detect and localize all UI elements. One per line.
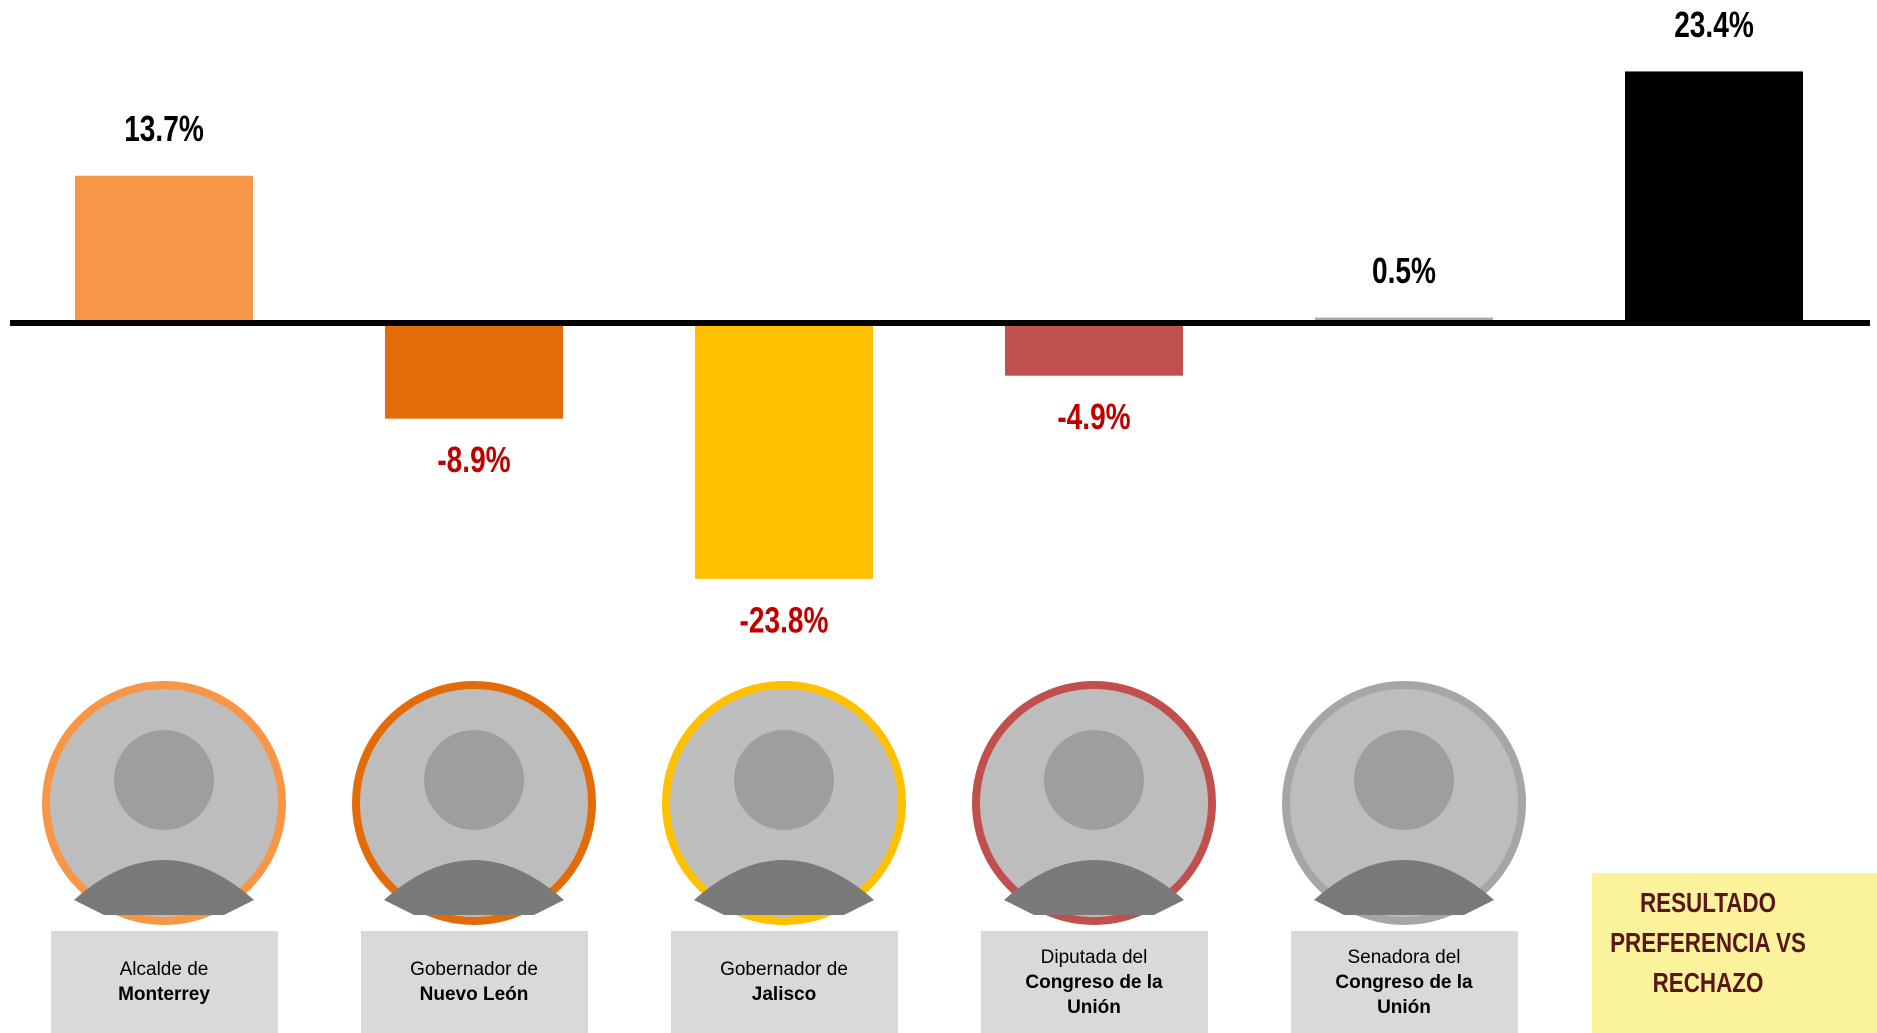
bar: [1005, 323, 1183, 376]
value-label: 23.4%: [1674, 5, 1754, 45]
category-name-wrap: Monterrey: [74, 982, 254, 1007]
portrait-body: [1314, 860, 1494, 915]
category-name: Nuevo León: [419, 984, 529, 1005]
category-label: Senadora del Congreso de la Unión: [1290, 931, 1518, 1033]
category-label: Gobernador de Nuevo León: [360, 931, 588, 1033]
portrait-body: [694, 860, 874, 915]
portrait-body: [74, 860, 254, 915]
category-prefix: Gobernador de: [720, 959, 848, 980]
category-label: Gobernador de Jalisco: [670, 931, 898, 1033]
portrait-head: [734, 730, 834, 830]
category-name: Congreso de la Unión: [1025, 971, 1163, 1018]
bar: [695, 323, 873, 579]
bar: [1625, 71, 1803, 323]
note-line: RESULTADO: [1639, 887, 1777, 918]
portrait-head: [1044, 730, 1144, 830]
category-label: Alcalde de Monterrey: [50, 931, 278, 1033]
category-name: Congreso de la Unión: [1335, 971, 1473, 1018]
value-label: -8.9%: [437, 440, 510, 480]
category-label: Diputada del Congreso de la Unión: [980, 931, 1208, 1033]
bar: [385, 323, 563, 419]
portrait-head: [1354, 730, 1454, 830]
portrait-head: [114, 730, 214, 830]
portrait-body: [1004, 860, 1184, 915]
category-name: Monterrey: [118, 984, 210, 1005]
value-label: 0.5%: [1372, 251, 1436, 291]
category-prefix: Gobernador de: [410, 959, 538, 980]
category-name-wrap: Congreso de la Unión: [1314, 970, 1494, 1020]
category-prefix: Alcalde de: [119, 959, 209, 980]
note-line: PREFERENCIA VS: [1610, 927, 1806, 958]
portrait-head: [424, 730, 524, 830]
category-name-wrap: Congreso de la Unión: [1004, 970, 1184, 1020]
value-label: -4.9%: [1057, 397, 1130, 437]
category-name-wrap: Jalisco: [694, 982, 874, 1007]
note-box: RESULTADO PREFERENCIA VS RECHAZO: [1592, 873, 1877, 1033]
category-name-wrap: Nuevo León: [384, 982, 564, 1007]
value-label: -23.8%: [740, 600, 829, 640]
note-line: RECHAZO: [1652, 967, 1764, 998]
category-prefix: Senadora del: [1347, 946, 1461, 968]
category-name: Jalisco: [751, 984, 817, 1005]
bar: [75, 175, 253, 323]
category-prefix: Diputada del: [1040, 946, 1148, 968]
value-label: 13.7%: [124, 109, 204, 149]
portrait-body: [384, 860, 564, 915]
